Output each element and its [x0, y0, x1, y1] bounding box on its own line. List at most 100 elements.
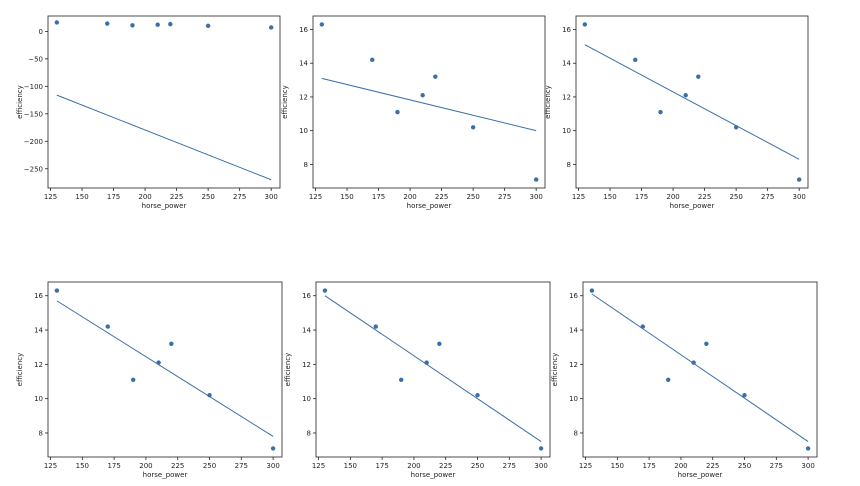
- x-axis-label: horse_power: [411, 471, 456, 479]
- data-point: [270, 446, 276, 451]
- subplot-2: 125 150 175 200 225 250 275 300 8 10 12 14 16 horse_p…: [281, 15, 546, 210]
- axes-frame: [312, 15, 546, 189]
- data-point: [470, 125, 476, 130]
- y-tick-label: 8: [574, 429, 578, 437]
- data-point: [322, 288, 328, 293]
- data-point: [207, 393, 212, 398]
- data-point: [666, 377, 671, 382]
- y-tick-label: 12: [302, 361, 311, 369]
- y-tick-label: 10: [299, 127, 308, 135]
- data-point: [105, 21, 110, 26]
- x-tick-label: 125: [309, 193, 322, 201]
- x-axis-label: horse_power: [407, 202, 452, 210]
- data-point: [168, 21, 173, 27]
- data-point: [319, 22, 325, 27]
- data-point: [433, 74, 438, 79]
- y-tick-label: 10: [302, 395, 311, 403]
- x-tick-label: 200: [666, 193, 679, 201]
- x-tick-label: 275: [498, 193, 511, 201]
- y-tick-label: −150: [24, 110, 43, 118]
- axes-frame: [582, 281, 818, 458]
- axes-frame: [575, 15, 809, 189]
- subplot-3: 125 150 175 200 225 250 275 300 8 10 12 14 16 horse_p…: [544, 15, 809, 210]
- data-point: [54, 288, 60, 293]
- y-tick-label: 12: [562, 93, 571, 101]
- y-tick-label: 16: [569, 292, 578, 300]
- x-tick-label: 275: [235, 462, 248, 470]
- y-axis-label: efficiency: [284, 353, 292, 387]
- data-point: [105, 324, 110, 329]
- y-tick-label: −250: [24, 165, 43, 173]
- data-point: [533, 177, 539, 182]
- x-tick-label: 175: [107, 193, 120, 201]
- x-tick-label: 150: [75, 193, 88, 201]
- x-tick-label: 150: [340, 193, 353, 201]
- y-tick-label: 16: [562, 26, 571, 34]
- data-point: [424, 360, 429, 365]
- y-tick-label: 16: [34, 292, 43, 300]
- x-tick-label: 275: [503, 462, 516, 470]
- y-tick-label: 12: [34, 361, 43, 369]
- x-tick-label: 200: [139, 462, 152, 470]
- data-point: [538, 446, 544, 451]
- y-tick-label: 16: [299, 26, 308, 34]
- y-tick-label: −100: [24, 83, 43, 91]
- x-tick-label: 125: [579, 462, 592, 470]
- y-tick-label: 10: [562, 127, 571, 135]
- data-point: [205, 23, 211, 28]
- x-tick-label: 200: [138, 193, 151, 201]
- data-point: [399, 377, 404, 382]
- x-tick-label: 175: [635, 193, 648, 201]
- regression-line: [56, 94, 272, 181]
- data-point: [130, 23, 135, 28]
- x-tick-label: 250: [738, 462, 751, 470]
- x-tick-label: 125: [44, 193, 57, 201]
- data-point: [155, 22, 160, 27]
- axes-frame: [47, 281, 283, 458]
- x-tick-label: 250: [471, 462, 484, 470]
- data-point: [437, 341, 442, 346]
- regression-line: [321, 77, 537, 132]
- data-point: [640, 324, 645, 329]
- x-tick-label: 125: [312, 462, 325, 470]
- regression-line: [56, 300, 274, 437]
- x-tick-label: 150: [603, 193, 616, 201]
- data-point: [805, 446, 811, 451]
- data-point: [370, 57, 375, 63]
- x-tick-label: 300: [534, 462, 547, 470]
- axes-frame: [47, 15, 281, 189]
- y-tick-label: 10: [569, 395, 578, 403]
- y-tick-label: −50: [28, 55, 43, 63]
- data-point: [156, 360, 161, 365]
- x-tick-label: 250: [203, 462, 216, 470]
- data-point: [169, 341, 174, 346]
- y-tick-label: 8: [304, 161, 308, 169]
- y-tick-label: 14: [569, 327, 578, 335]
- data-point: [420, 93, 425, 98]
- y-tick-label: 12: [569, 361, 578, 369]
- data-point: [691, 360, 696, 365]
- x-tick-label: 150: [76, 462, 89, 470]
- x-tick-label: 275: [770, 462, 783, 470]
- y-axis-label: efficiency: [551, 353, 559, 387]
- x-tick-label: 300: [264, 193, 277, 201]
- subplot-1: 125 150 175 200 225 250 275 300 0 −50 −100 −150 −200…: [16, 15, 281, 210]
- x-tick-label: 250: [729, 193, 742, 201]
- x-tick-label: 175: [642, 462, 655, 470]
- data-point: [373, 324, 378, 329]
- data-point: [633, 57, 638, 63]
- y-tick-label: 14: [562, 60, 571, 68]
- x-tick-label: 175: [107, 462, 120, 470]
- y-tick-label: 8: [567, 161, 571, 169]
- y-tick-label: 16: [302, 292, 311, 300]
- y-tick-label: 0: [39, 28, 43, 36]
- x-tick-label: 150: [611, 462, 624, 470]
- x-axis-label: horse_power: [670, 202, 715, 210]
- x-tick-label: 200: [407, 462, 420, 470]
- x-axis-label: horse_power: [142, 202, 187, 210]
- x-tick-label: 225: [170, 193, 183, 201]
- x-tick-label: 225: [439, 462, 452, 470]
- data-point: [268, 25, 274, 30]
- x-tick-label: 250: [466, 193, 479, 201]
- x-tick-label: 225: [171, 462, 184, 470]
